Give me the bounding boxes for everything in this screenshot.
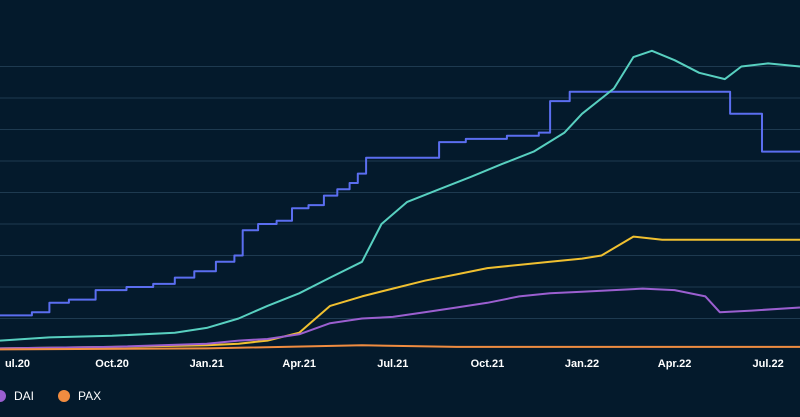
x-tick-label-1: Oct.20 <box>95 358 129 370</box>
series-line-0 <box>0 90 800 317</box>
x-tick-label-0: ul.20 <box>5 358 30 370</box>
x-axis-ticks: ul.20 Oct.20 Jan.21 Apr.21 Jul.21 Oct.21 Jan.2… <box>5 358 784 370</box>
series-line-4 <box>0 344 800 351</box>
legend: DAI PAX <box>0 386 125 406</box>
series-line-1 <box>0 49 800 342</box>
series-line-3 <box>0 287 800 350</box>
legend-label-dai: DAI <box>14 389 35 403</box>
legend-item-dai[interactable]: DAI <box>0 389 34 403</box>
x-tick-label-5: Oct.21 <box>471 358 505 370</box>
legend-item-pax[interactable]: PAX <box>58 389 101 403</box>
series-lines <box>0 49 800 351</box>
x-tick-label-6: Jan.22 <box>565 358 599 370</box>
series-line-2 <box>0 235 800 350</box>
x-tick-label-3: Apr.21 <box>282 358 316 370</box>
legend-label-pax: PAX <box>78 389 102 403</box>
x-tick-label-4: Jul.21 <box>377 358 408 370</box>
gridlines <box>0 66 800 319</box>
legend-swatch-dai <box>0 390 6 402</box>
x-tick-label-8: Jul.22 <box>753 358 784 370</box>
x-tick-label-2: Jan.21 <box>190 358 224 370</box>
x-tick-label-7: Apr.22 <box>658 358 692 370</box>
legend-swatch-pax <box>58 390 71 402</box>
